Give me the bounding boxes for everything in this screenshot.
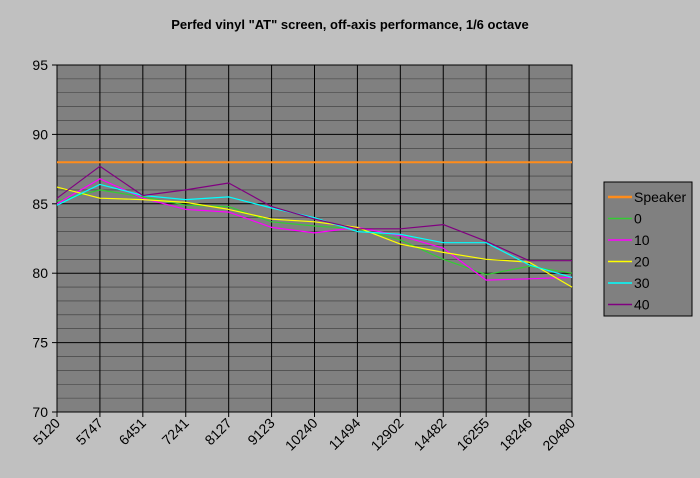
series-line-40 bbox=[56, 165, 572, 262]
x-tick-label: 9123 bbox=[244, 415, 277, 448]
x-tick-label: 18246 bbox=[496, 415, 535, 454]
series-line-20 bbox=[56, 186, 573, 288]
y-tick-label: 95 bbox=[32, 57, 48, 73]
y-tick-label: 75 bbox=[32, 335, 48, 351]
x-tick-label: 14482 bbox=[411, 415, 450, 454]
chart-title: Perfed vinyl "AT" screen, off-axis perfo… bbox=[171, 17, 528, 32]
x-tick-label: 16255 bbox=[453, 415, 492, 454]
x-tick-label: 10240 bbox=[282, 415, 321, 454]
x-tick-label: 12902 bbox=[368, 415, 407, 454]
x-tick-label: 11494 bbox=[325, 415, 363, 453]
y-tick-label: 70 bbox=[32, 404, 48, 420]
legend-label: 30 bbox=[634, 275, 650, 291]
legend-label: 10 bbox=[634, 232, 650, 248]
y-tick-label: 80 bbox=[32, 265, 48, 281]
series-line-10 bbox=[56, 178, 573, 281]
x-tick-label: 8127 bbox=[201, 415, 234, 448]
legend-label: 40 bbox=[634, 297, 650, 313]
x-tick-label: 6451 bbox=[116, 415, 149, 448]
x-tick-label: 5747 bbox=[73, 415, 106, 448]
y-tick-label: 90 bbox=[32, 126, 48, 142]
series-line-0 bbox=[56, 189, 573, 276]
y-tick-label: 85 bbox=[32, 196, 48, 212]
legend: Speaker 0 10 20 30 40 bbox=[603, 181, 693, 317]
legend-box bbox=[603, 181, 693, 317]
x-tick-label: 7241 bbox=[159, 415, 192, 448]
legend-label: 20 bbox=[634, 254, 650, 270]
legend-label: 0 bbox=[634, 211, 642, 227]
x-tick-label: 20480 bbox=[539, 415, 578, 454]
legend-label: Speaker bbox=[634, 189, 686, 205]
